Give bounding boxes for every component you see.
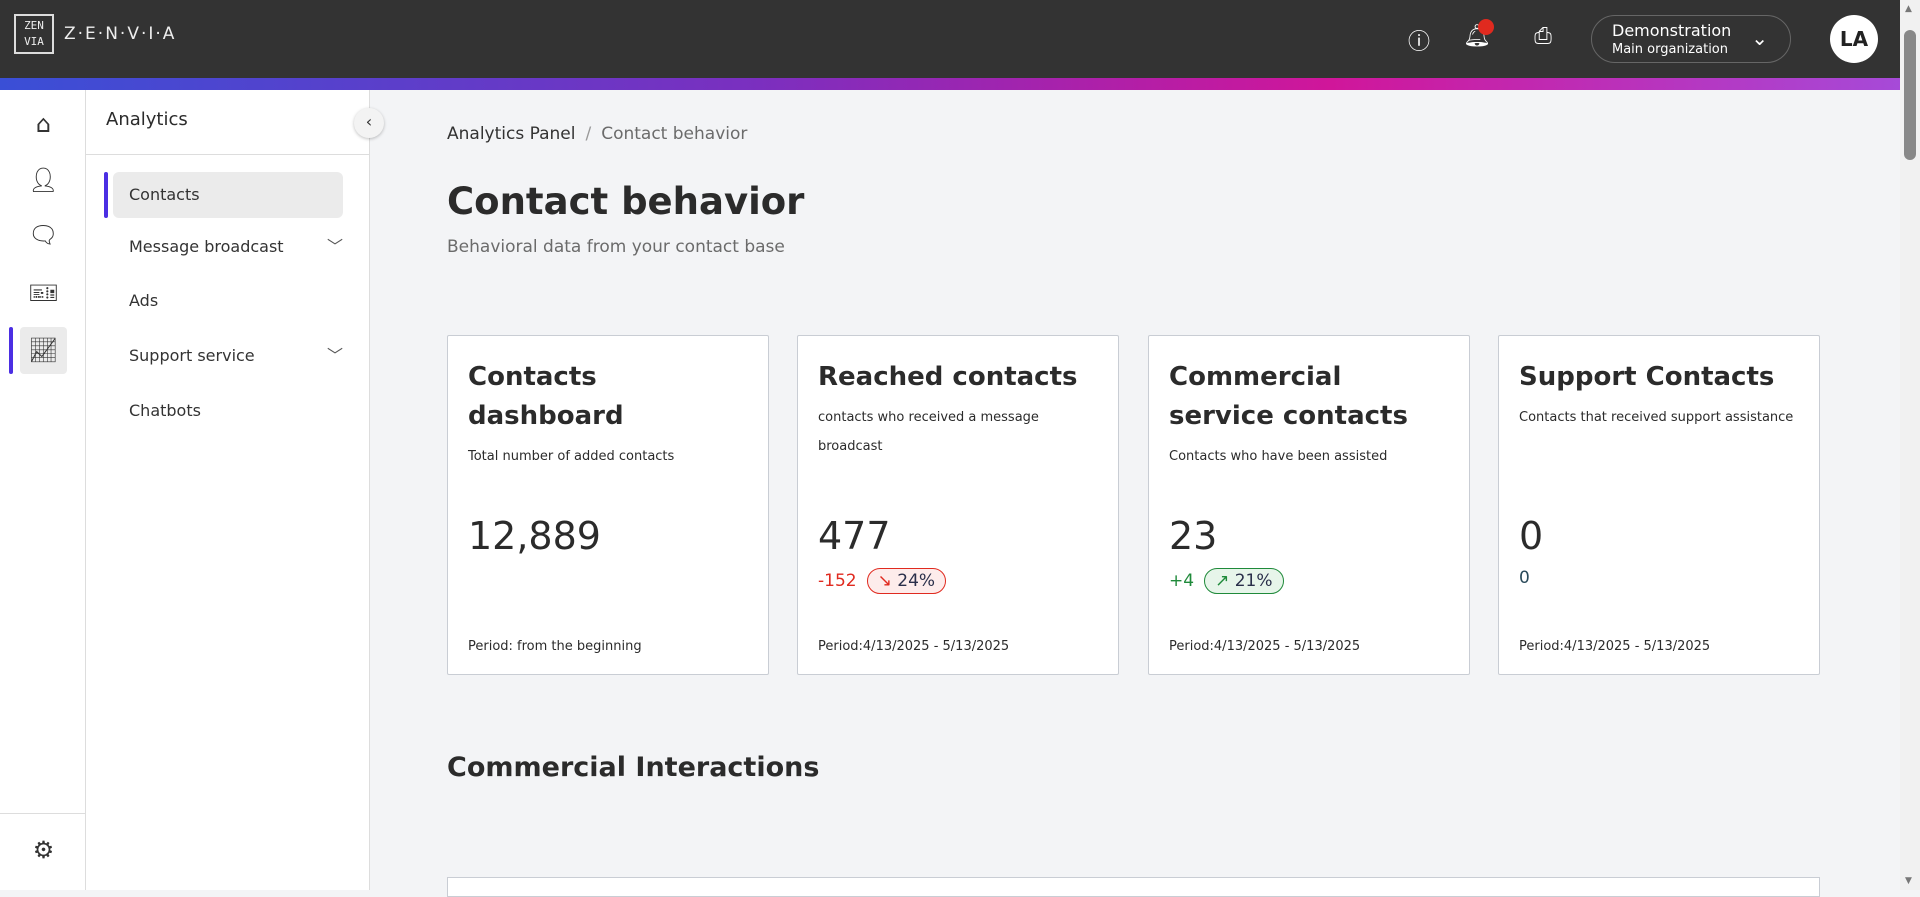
subnav-item-ads[interactable]: Ads [113,278,343,324]
subnav-item-support-service[interactable]: Support service ﹀ [113,333,343,379]
card-delta: -152 [818,571,857,591]
card-title: Reached contacts [818,362,1078,392]
trend-percent: 21% [1234,571,1273,591]
scrollbar[interactable]: ▲ ▼ [1900,0,1920,890]
card-title: Commercial service contacts [1169,362,1408,431]
divider [86,154,370,155]
item-label: Ads [129,291,159,310]
logo-mark: ZEN VIA [14,14,54,54]
card-value: 477 [818,514,891,558]
card-period: Period:4/13/2025 - 5/13/2025 [818,639,1010,654]
card-title: Contacts dashboard [468,362,624,431]
subnav-item-contacts[interactable]: Contacts [113,172,343,218]
brand-gradient-bar [0,78,1900,90]
section-title: Commercial Interactions [447,752,820,783]
trend-badge: ↗ 21% [1204,568,1284,594]
item-label: Support service [129,346,255,365]
breadcrumb-current: Contact behavior [601,124,748,144]
breadcrumb-parent[interactable]: Analytics Panel [447,124,576,144]
card-reached-contacts: Reached contacts contacts who received a… [797,335,1119,675]
card-value: 12,889 [468,514,601,558]
item-label: Message broadcast [129,237,284,256]
subnav-title: Analytics [106,109,188,130]
org-name: Demonstration [1612,21,1732,40]
analytics-icon[interactable]: 📈︎ [20,327,67,374]
card-desc: Contacts that received support assistanc… [1519,410,1794,425]
help-icon[interactable]: ⓘ [1407,30,1430,55]
home-icon[interactable]: ⌂ [35,110,52,138]
chevron-down-icon: ﹀ [326,237,343,256]
item-label: Chatbots [129,401,201,420]
card-title: Support Contacts [1519,362,1775,392]
card-desc: Total number of added contacts [468,449,675,464]
card-commercial-service-contacts: Commercial service contacts Contacts who… [1148,335,1470,675]
card-value: 0 [1519,514,1544,558]
icon-rail: ⌂ 👤︎ 🗨︎ 🎫︎ 📈︎ ⚙ [0,90,86,890]
ticket-icon[interactable]: 🎫︎ [28,279,59,307]
card-period: Period: from the beginning [468,639,642,654]
scrollbar-thumb[interactable] [1904,30,1916,160]
item-label: Contacts [129,185,200,204]
org-sub: Main organization [1612,42,1728,57]
zenvia-logo[interactable]: ZEN VIA Z·E·N·V·I·A [14,14,176,54]
notification-badge [1478,19,1494,35]
card-delta: 0 [1519,568,1530,588]
card-delta: +4 [1169,571,1195,591]
card-period: Period:4/13/2025 - 5/13/2025 [1519,639,1711,654]
card-contacts-dashboard: Contacts dashboard Total number of added… [447,335,769,675]
card-support-contacts: Support Contacts Contacts that received … [1498,335,1820,675]
divider [0,813,86,814]
subnav-item-chatbots[interactable]: Chatbots [113,388,343,434]
active-indicator [9,327,13,374]
trend-badge: ↘ 24% [866,568,947,594]
settings-icon[interactable]: ⚙ [32,836,55,864]
chevron-down-icon: ﹀ [326,346,343,365]
page-title: Contact behavior [447,180,805,223]
avatar[interactable]: LA [1830,15,1878,63]
trend-percent: 24% [897,571,936,591]
arrow-up-right-icon: ↗ [1215,571,1230,591]
card-period: Period:4/13/2025 - 5/13/2025 [1169,639,1361,654]
page-subtitle: Behavioral data from your contact base [447,237,785,257]
breadcrumb: Analytics Panel / Contact behavior [447,124,747,144]
logo-text: Z·E·N·V·I·A [64,24,177,44]
contacts-icon[interactable]: 👤︎ [28,166,59,194]
scroll-down-icon[interactable]: ▼ [1905,876,1912,886]
chat-icon[interactable]: 🗨︎ [28,221,59,249]
organization-selector[interactable]: Demonstration Main organization ⌄ [1591,15,1791,63]
card-desc: Contacts who have been assisted [1169,449,1388,464]
commercial-interactions-card [447,877,1820,897]
arrow-down-right-icon: ↘ [877,571,892,591]
inbox-icon[interactable]: ⎙ [1534,24,1552,49]
active-indicator [104,172,108,218]
subnav-item-message-broadcast[interactable]: Message broadcast ﹀ [113,224,343,270]
scroll-up-icon[interactable]: ▲ [1905,4,1912,14]
breadcrumb-separator: / [585,124,592,144]
card-value: 23 [1169,514,1218,558]
analytics-subnav: Analytics Contacts Message broadcast ﹀ Ad… [86,90,370,890]
card-desc: contacts who received a message broadcas… [818,410,1039,454]
chevron-down-icon: ⌄ [1751,26,1768,50]
collapse-sidebar-button[interactable]: ‹ [354,108,384,138]
top-bar: ZEN VIA Z·E·N·V·I·A ⓘ 🔔︎ ⎙ Demonstration … [0,0,1900,78]
